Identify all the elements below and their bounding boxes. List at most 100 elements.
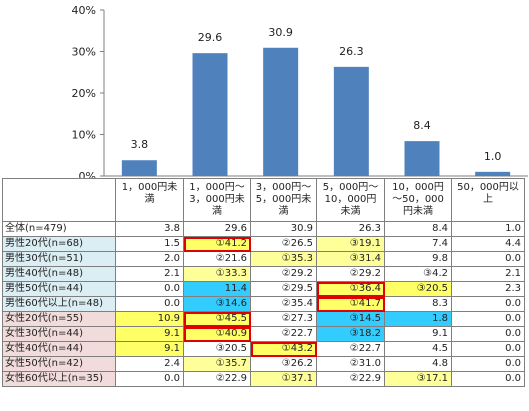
table-cell: ①35.7 bbox=[183, 356, 251, 372]
table-cell: 2.1 bbox=[115, 266, 184, 282]
table-cell: ②22.9 bbox=[183, 371, 251, 387]
table-cell: ②22.7 bbox=[316, 341, 385, 357]
row-label: 女性30代(n=44) bbox=[2, 326, 116, 342]
table-cell: 1.0 bbox=[451, 221, 525, 237]
table-cell: ①41.2 bbox=[183, 236, 251, 252]
table-cell: ①45.5 bbox=[183, 311, 251, 327]
row-label: 男性60代以上(n=48) bbox=[2, 296, 116, 312]
table-cell: ③26.2 bbox=[250, 356, 317, 372]
table-cell: 0.0 bbox=[451, 371, 525, 387]
table-cell: ①33.3 bbox=[183, 266, 251, 282]
table-cell: 30.9 bbox=[250, 221, 317, 237]
table-cell: 3.8 bbox=[115, 221, 184, 237]
table-cell: 9.1 bbox=[115, 326, 184, 342]
value-labels: 3.8 29.6 30.9 26.3 8.4 1.0 bbox=[131, 26, 502, 163]
table-row: 全体(n=479) 3.8 29.6 30.9 26.3 8.4 1.0 bbox=[2, 221, 525, 237]
bar-value-label: 1.0 bbox=[484, 150, 502, 163]
bar bbox=[475, 171, 511, 176]
data-table: 1，000円未満 1，000円～3，000円未満 3，000円～5，000円未満 5，… bbox=[2, 178, 525, 387]
table-cell: 9.1 bbox=[115, 341, 184, 357]
table-cell: ②21.6 bbox=[183, 251, 251, 267]
bar-value-label: 3.8 bbox=[131, 138, 149, 151]
bar bbox=[333, 66, 369, 176]
table-row: 女性60代以上(n=35) 0.0 ②22.9 ①37.1 ②22.9 ③17.1 0.0 bbox=[2, 371, 525, 387]
table-cell: 0.0 bbox=[115, 296, 184, 312]
table-cell: 0.0 bbox=[451, 326, 525, 342]
bar-series bbox=[121, 47, 511, 176]
bar-value-label: 26.3 bbox=[339, 45, 364, 58]
table-cell: ②31.0 bbox=[316, 356, 385, 372]
table-cell: 26.3 bbox=[316, 221, 385, 237]
table-cell: 4.8 bbox=[384, 356, 452, 372]
table-cell: 1.8 bbox=[384, 311, 452, 327]
table-cell: 2.1 bbox=[451, 266, 525, 282]
column-header: 1，000円未満 bbox=[115, 178, 184, 222]
table-cell: ①43.2 bbox=[250, 341, 317, 357]
table-row: 男性50代(n=44) 0.0 11.4 ②29.5 ①36.4 ③20.5 2.3 bbox=[2, 281, 525, 297]
table-cell: ③31.4 bbox=[316, 251, 385, 267]
table-cell: ②22.7 bbox=[250, 326, 317, 342]
table-row: 男性60代以上(n=48) 0.0 ③14.6 ②35.4 ①41.7 8.3 0.0 bbox=[2, 296, 525, 312]
y-axis: 0% 10% 20% 30% 40% bbox=[72, 4, 528, 178]
column-header: 1，000円～3，000円未満 bbox=[183, 178, 251, 222]
table-cell: 1.5 bbox=[115, 236, 184, 252]
bar-chart: 0% 10% 20% 30% 40% 3.8 29.6 30.9 26.3 8.4 1.0 bbox=[72, 4, 528, 178]
table-row: 女性30代(n=44) 9.1 ①40.9 ②22.7 ③18.2 9.1 0.0 bbox=[2, 326, 525, 342]
row-label: 女性60代以上(n=35) bbox=[2, 371, 116, 387]
y-tick-label: 30% bbox=[72, 46, 96, 59]
table-cell: 10.9 bbox=[115, 311, 184, 327]
table-row: 男性20代(n=68) 1.5 ①41.2 ②26.5 ③19.1 7.4 4.4 bbox=[2, 236, 525, 252]
table-cell: 9.8 bbox=[384, 251, 452, 267]
table-cell: 11.4 bbox=[183, 281, 251, 297]
row-label: 全体(n=479) bbox=[2, 221, 116, 237]
table-cell: ③18.2 bbox=[316, 326, 385, 342]
table-cell: ③14.5 bbox=[316, 311, 385, 327]
table-cell: ③20.5 bbox=[183, 341, 251, 357]
column-header: 5，000円～10，000円未満 bbox=[316, 178, 385, 222]
table-cell: 0.0 bbox=[451, 341, 525, 357]
bar bbox=[192, 53, 228, 176]
table-cell: ②29.2 bbox=[316, 266, 385, 282]
table-cell: 2.4 bbox=[115, 356, 184, 372]
row-label: 男性50代(n=44) bbox=[2, 281, 116, 297]
table-cell: ③17.1 bbox=[384, 371, 452, 387]
table-cell: 2.3 bbox=[451, 281, 525, 297]
table-row: 女性50代(n=42) 2.4 ①35.7 ③26.2 ②31.0 4.8 0.0 bbox=[2, 356, 525, 372]
table-row: 女性20代(n=55) 10.9 ①45.5 ②27.3 ③14.5 1.8 0.0 bbox=[2, 311, 525, 327]
table-cell: 2.0 bbox=[115, 251, 184, 267]
table-cell: 7.4 bbox=[384, 236, 452, 252]
column-header: 10，000円～50，000円未満 bbox=[384, 178, 452, 222]
table-corner-cell bbox=[2, 178, 116, 222]
row-label: 女性50代(n=42) bbox=[2, 356, 116, 372]
table-cell: 0.0 bbox=[115, 281, 184, 297]
table-row: 男性30代(n=51) 2.0 ②21.6 ①35.3 ③31.4 9.8 0.0 bbox=[2, 251, 525, 267]
table-row: 女性40代(n=44) 9.1 ③20.5 ①43.2 ②22.7 4.5 0.0 bbox=[2, 341, 525, 357]
table-cell: 4.5 bbox=[384, 341, 452, 357]
bar-value-label: 8.4 bbox=[413, 119, 431, 132]
table-cell: ③14.6 bbox=[183, 296, 251, 312]
row-label: 男性30代(n=51) bbox=[2, 251, 116, 267]
row-label: 女性40代(n=44) bbox=[2, 341, 116, 357]
table-cell: ③4.2 bbox=[384, 266, 452, 282]
column-header: 3，000円～5，000円未満 bbox=[250, 178, 317, 222]
bar bbox=[121, 160, 157, 176]
row-label: 男性40代(n=48) bbox=[2, 266, 116, 282]
row-label: 女性20代(n=55) bbox=[2, 311, 116, 327]
table-cell: ①40.9 bbox=[183, 326, 251, 342]
bar bbox=[404, 141, 440, 176]
y-tick-label: 10% bbox=[72, 129, 96, 142]
table-cell: 0.0 bbox=[451, 311, 525, 327]
table-cell: 9.1 bbox=[384, 326, 452, 342]
table-cell: ②27.3 bbox=[250, 311, 317, 327]
table-cell: 8.4 bbox=[384, 221, 452, 237]
table-header-row: 1，000円未満 1，000円～3，000円未満 3，000円～5，000円未満 5，… bbox=[2, 178, 525, 222]
y-tick-label: 0% bbox=[79, 170, 96, 178]
column-header: 50，000円以上 bbox=[451, 178, 525, 222]
bar-value-label: 30.9 bbox=[268, 26, 293, 39]
bar bbox=[263, 47, 299, 176]
table-cell: 0.0 bbox=[115, 371, 184, 387]
table-cell: ②22.9 bbox=[316, 371, 385, 387]
table-cell: ①37.1 bbox=[250, 371, 317, 387]
table-cell: ②35.4 bbox=[250, 296, 317, 312]
y-tick-label: 40% bbox=[72, 4, 96, 17]
